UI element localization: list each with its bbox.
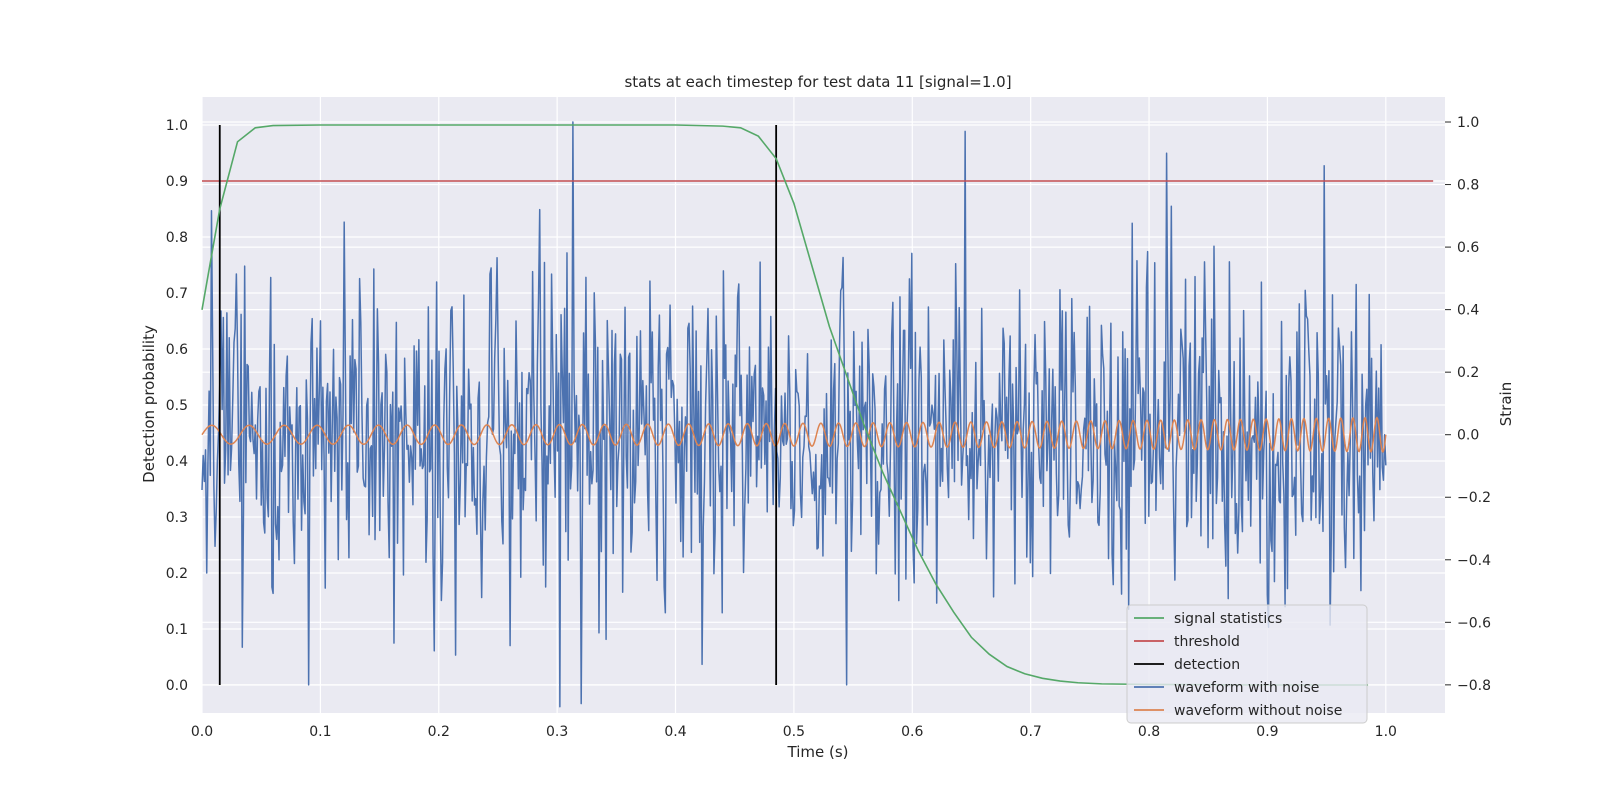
y2-tick-label: 1.0	[1457, 115, 1479, 131]
x-tick-label: 0.5	[783, 724, 805, 740]
x-tick-label: 0.7	[1020, 724, 1042, 740]
y2-tick-label: −0.6	[1457, 615, 1491, 631]
y-tick-label: 0.1	[166, 622, 188, 638]
x-tick-label: 0.2	[428, 724, 450, 740]
legend-label: waveform with noise	[1174, 680, 1319, 696]
y2-tick-label: 0.8	[1457, 178, 1479, 194]
y-tick-label: 0.4	[166, 454, 188, 470]
series-waveform-with-noise	[201, 121, 1387, 708]
y2-tick-label: 0.6	[1457, 240, 1479, 256]
y2-axis-label: Strain	[1497, 382, 1515, 426]
y-tick-label: 0.6	[166, 342, 188, 358]
series-signal-statistics	[201, 124, 1369, 686]
y-axis-ticks: 0.0 0.1 0.2 0.3 0.4 0.5 0.6 0.7 0.8 0.9 1.0	[166, 118, 188, 694]
x-tick-label: 0.6	[901, 724, 923, 740]
x-tick-label: 0.0	[191, 724, 213, 740]
y-tick-label: 0.9	[166, 174, 188, 190]
legend-label: waveform without noise	[1174, 703, 1342, 719]
y2-tick-label: 0.2	[1457, 365, 1479, 381]
legend-label: signal statistics	[1174, 611, 1282, 627]
x-tick-label: 1.0	[1375, 724, 1397, 740]
y-axis-label: Detection probability	[140, 325, 158, 483]
y2-tick-label: 0.4	[1457, 303, 1479, 319]
x-tick-label: 0.3	[546, 724, 568, 740]
y2-tick-label: −0.8	[1457, 678, 1491, 694]
y-tick-label: 0.3	[166, 510, 188, 526]
y-tick-label: 1.0	[166, 118, 188, 134]
y-tick-label: 0.2	[166, 566, 188, 582]
y-tick-label: 0.8	[166, 230, 188, 246]
x-tick-label: 0.4	[664, 724, 686, 740]
x-axis-label: Time (s)	[787, 743, 849, 761]
legend-box	[1126, 604, 1368, 724]
y2-tick-label: −0.4	[1457, 553, 1491, 569]
y-tick-label: 0.0	[166, 678, 188, 694]
x-tick-label: 0.1	[309, 724, 331, 740]
x-tick-label: 0.9	[1256, 724, 1278, 740]
legend-label: detection	[1174, 657, 1240, 673]
chart-title: stats at each timestep for test data 11 …	[624, 73, 1011, 91]
x-axis-ticks: 0.0 0.1 0.2 0.3 0.4 0.5 0.6 0.7 0.8 0.9 1.0	[191, 724, 1397, 740]
series-layer	[201, 121, 1434, 708]
y-tick-label: 0.7	[166, 286, 188, 302]
y2-axis-ticks: −0.8 −0.6 −0.4 −0.2 0.0 0.2 0.4 0.6 0.8 1.0	[1445, 115, 1491, 694]
y2-tick-label: −0.2	[1457, 490, 1491, 506]
y2-tick-label: 0.0	[1457, 428, 1479, 444]
legend: signal statistics threshold detection wavef…	[1126, 604, 1368, 724]
y-tick-label: 0.5	[166, 398, 188, 414]
legend-label: threshold	[1174, 634, 1240, 650]
series-waveform-without-noise	[201, 416, 1387, 454]
x-tick-label: 0.8	[1138, 724, 1160, 740]
